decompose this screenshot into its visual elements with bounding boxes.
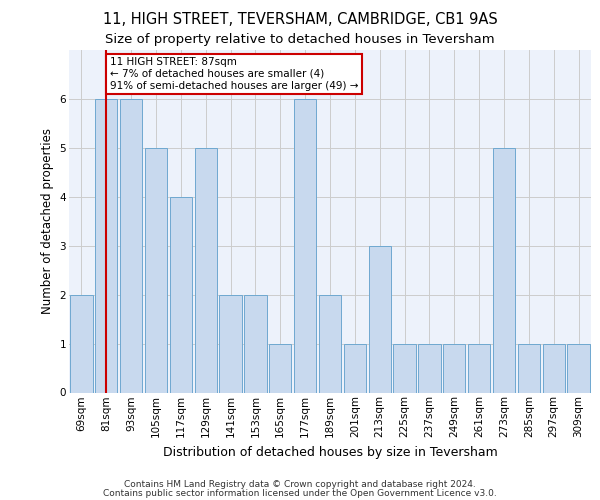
Bar [344,344,366,392]
Bar [244,294,266,392]
Text: 11 HIGH STREET: 87sqm
← 7% of detached houses are smaller (4)
91% of semi-detach: 11 HIGH STREET: 87sqm ← 7% of detached h… [110,58,359,90]
Bar [468,344,490,392]
Bar [294,99,316,392]
Bar [220,294,242,392]
Bar [518,344,540,392]
Bar [418,344,440,392]
Text: 11, HIGH STREET, TEVERSHAM, CAMBRIDGE, CB1 9AS: 11, HIGH STREET, TEVERSHAM, CAMBRIDGE, C… [103,12,497,28]
Bar [542,344,565,392]
Bar [493,148,515,392]
Bar [319,294,341,392]
Bar [568,344,590,392]
Bar [145,148,167,392]
Bar [269,344,292,392]
Text: Contains HM Land Registry data © Crown copyright and database right 2024.: Contains HM Land Registry data © Crown c… [124,480,476,489]
Text: Size of property relative to detached houses in Teversham: Size of property relative to detached ho… [105,32,495,46]
Bar [394,344,416,392]
Text: Contains public sector information licensed under the Open Government Licence v3: Contains public sector information licen… [103,489,497,498]
Y-axis label: Number of detached properties: Number of detached properties [41,128,54,314]
Bar [70,294,92,392]
Bar [120,99,142,392]
X-axis label: Distribution of detached houses by size in Teversham: Distribution of detached houses by size … [163,446,497,458]
Bar [95,99,118,392]
Bar [194,148,217,392]
Bar [170,197,192,392]
Bar [443,344,466,392]
Bar [368,246,391,392]
